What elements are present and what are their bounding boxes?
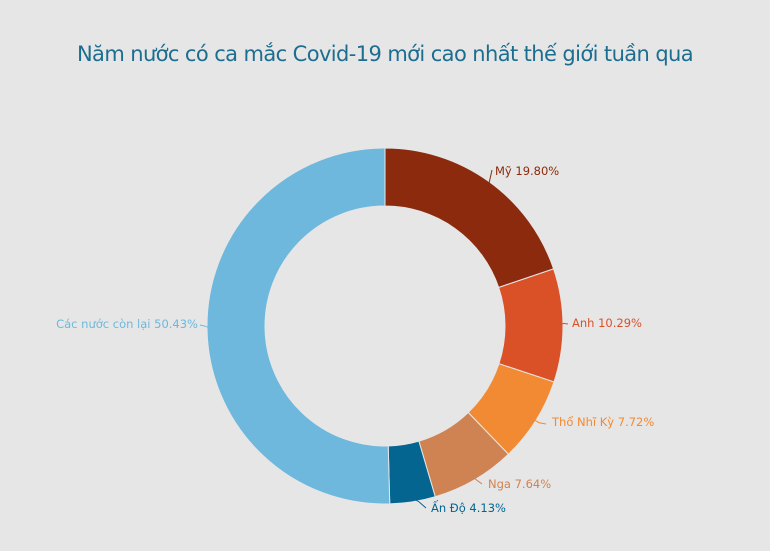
data-label: Ấn Độ 4.13% — [431, 499, 506, 515]
data-label: Thổ Nhĩ Kỳ 7.72% — [551, 415, 654, 429]
leader-line — [531, 418, 547, 425]
leader-line — [472, 476, 483, 485]
donut-slice — [206, 147, 391, 505]
data-label: Nga 7.64% — [488, 477, 551, 491]
leader-line — [558, 322, 569, 326]
leader-line — [486, 169, 493, 185]
data-label: Anh 10.29% — [572, 316, 642, 330]
leader-line — [199, 324, 212, 329]
leader-line — [411, 497, 427, 509]
chart-title: Năm nước có ca mắc Covid-19 mới cao nhất… — [76, 42, 694, 66]
donut-slice — [498, 268, 564, 383]
data-label: Mỹ 19.80% — [495, 164, 559, 178]
data-label: Các nước còn lại 50.43% — [56, 317, 198, 331]
